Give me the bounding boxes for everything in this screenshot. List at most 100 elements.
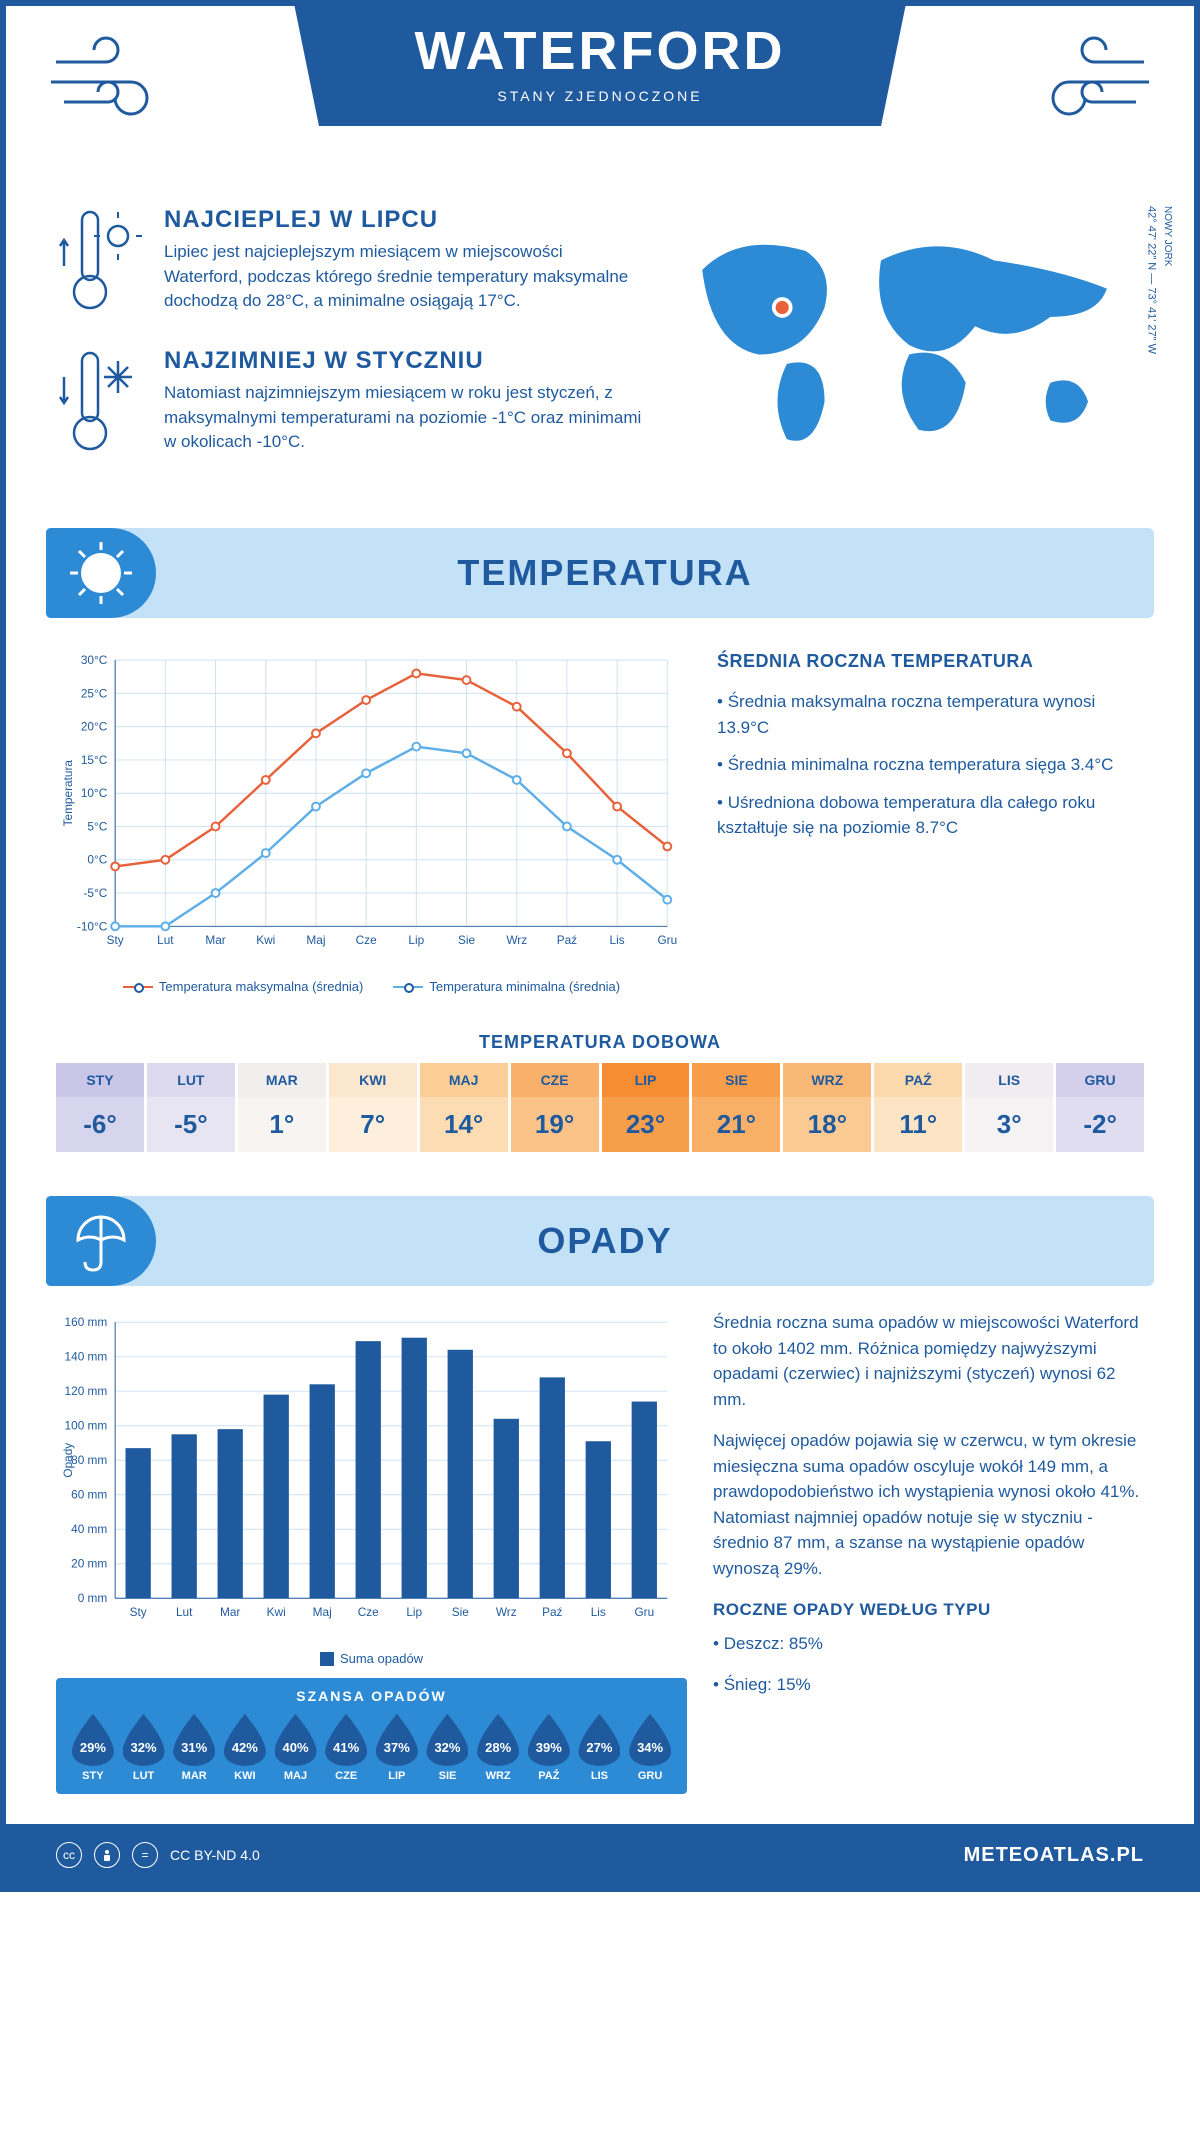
svg-text:Sie: Sie — [458, 933, 476, 947]
legend-max: Temperatura maksymalna (średnia) — [159, 979, 363, 994]
svg-text:Lut: Lut — [176, 1605, 193, 1619]
temp-bullet-3: • Uśredniona dobowa temperatura dla całe… — [717, 790, 1144, 841]
svg-text:Lip: Lip — [408, 933, 424, 947]
coldest-title: NAJZIMNIEJ W STYCZNIU — [164, 347, 644, 375]
umbrella-icon — [46, 1196, 156, 1286]
temp-col: MAJ 14° — [420, 1063, 508, 1152]
nd-icon: = — [132, 1842, 158, 1868]
svg-text:0°C: 0°C — [87, 853, 107, 867]
site-name: METEOATLAS.PL — [964, 1844, 1144, 1867]
svg-text:60 mm: 60 mm — [71, 1488, 107, 1502]
svg-text:30°C: 30°C — [81, 653, 108, 667]
precip-p2: Najwięcej opadów pojawia się w czerwcu, … — [713, 1428, 1144, 1581]
svg-text:Paź: Paź — [557, 933, 577, 947]
svg-text:Sty: Sty — [107, 933, 124, 947]
svg-text:25°C: 25°C — [81, 686, 108, 700]
svg-text:-10°C: -10°C — [77, 919, 108, 933]
svg-text:40 mm: 40 mm — [71, 1522, 107, 1536]
svg-text:Paź: Paź — [542, 1605, 562, 1619]
temp-col: LUT -5° — [147, 1063, 235, 1152]
svg-text:Lut: Lut — [157, 933, 174, 947]
svg-text:15°C: 15°C — [81, 753, 108, 767]
chance-drop: 32%SIE — [423, 1714, 473, 1782]
precip-legend: Suma opadów — [56, 1651, 687, 1666]
infographic-page: WATERFORD STANY ZJEDNOCZONE NAJCIEPLEJ W… — [0, 0, 1200, 1892]
svg-text:Gru: Gru — [634, 1605, 654, 1619]
svg-text:Gru: Gru — [657, 933, 677, 947]
svg-text:20°C: 20°C — [81, 720, 108, 734]
svg-text:Kwi: Kwi — [256, 933, 275, 947]
svg-text:140 mm: 140 mm — [65, 1350, 108, 1364]
facts-column: NAJCIEPLEJ W LIPCU Lipiec jest najcieple… — [56, 206, 644, 488]
temperature-heading: TEMPERATURA — [166, 552, 1154, 594]
precip-snow: • Śnieg: 15% — [713, 1672, 1144, 1698]
svg-text:Mar: Mar — [220, 1605, 240, 1619]
svg-text:Cze: Cze — [356, 933, 377, 947]
svg-text:Lis: Lis — [610, 933, 625, 947]
svg-text:Mar: Mar — [205, 933, 225, 947]
temp-col: MAR 1° — [238, 1063, 326, 1152]
svg-text:Sie: Sie — [452, 1605, 470, 1619]
coldest-text: Natomiast najzimniejszym miesiącem w rok… — [164, 381, 644, 455]
svg-text:Sty: Sty — [130, 1605, 147, 1619]
precip-row: 0 mm20 mm40 mm60 mm80 mm100 mm120 mm140 … — [6, 1286, 1194, 1814]
cc-icon: cc — [56, 1842, 82, 1868]
temp-col: CZE 19° — [511, 1063, 599, 1152]
svg-text:Kwi: Kwi — [267, 1605, 286, 1619]
temp-col: WRZ 18° — [783, 1063, 871, 1152]
section-header-precip: OPADY — [46, 1196, 1154, 1286]
chance-drop: 32%LUT — [119, 1714, 169, 1782]
temp-side-heading: ŚREDNIA ROCZNA TEMPERATURA — [717, 648, 1144, 675]
chance-drop: 41%CZE — [321, 1714, 371, 1782]
chance-drop: 39%PAŹ — [524, 1714, 574, 1782]
temp-col: LIS 3° — [965, 1063, 1053, 1152]
wind-icon-left — [46, 32, 166, 127]
license-text: CC BY-ND 4.0 — [170, 1847, 260, 1863]
chance-drop: 29%STY — [68, 1714, 118, 1782]
svg-text:Lip: Lip — [406, 1605, 422, 1619]
svg-text:Cze: Cze — [358, 1605, 379, 1619]
thermometer-hot-icon — [56, 206, 146, 321]
precip-heading: OPADY — [166, 1220, 1154, 1262]
temp-col: PAŹ 11° — [874, 1063, 962, 1152]
svg-text:10°C: 10°C — [81, 786, 108, 800]
temp-col: KWI 7° — [329, 1063, 417, 1152]
chance-drop: 40%MAJ — [271, 1714, 321, 1782]
state-name: NOWY JORK — [1162, 206, 1173, 266]
daily-temp-title: TEMPERATURA DOBOWA — [6, 1032, 1194, 1053]
svg-text:5°C: 5°C — [87, 819, 107, 833]
legend-min: Temperatura minimalna (średnia) — [429, 979, 620, 994]
wind-icon-right — [1034, 32, 1154, 127]
temperature-summary: ŚREDNIA ROCZNA TEMPERATURA • Średnia mak… — [717, 648, 1144, 994]
coordinates-label: NOWY JORK 42° 47' 22" N — 73° 41' 27" W — [1143, 206, 1174, 354]
temperature-legend: Temperatura maksymalna (średnia) Tempera… — [56, 979, 687, 994]
chance-box: SZANSA OPADÓW 29%STY 32%LUT 31%MAR 42%KW… — [56, 1678, 687, 1794]
svg-text:160 mm: 160 mm — [65, 1315, 108, 1329]
svg-text:Wrz: Wrz — [506, 933, 527, 947]
by-icon — [94, 1842, 120, 1868]
svg-text:20 mm: 20 mm — [71, 1557, 107, 1571]
world-map: NOWY JORK 42° 47' 22" N — 73° 41' 27" W — [674, 206, 1144, 488]
chance-drop: 42%KWI — [220, 1714, 270, 1782]
svg-text:0 mm: 0 mm — [78, 1591, 108, 1605]
title-banner: WATERFORD STANY ZJEDNOCZONE — [295, 6, 906, 126]
temp-col: GRU -2° — [1056, 1063, 1144, 1152]
warmest-title: NAJCIEPLEJ W LIPCU — [164, 206, 644, 234]
chance-drop: 31%MAR — [169, 1714, 219, 1782]
legend-precip: Suma opadów — [340, 1651, 423, 1666]
temp-col: STY -6° — [56, 1063, 144, 1152]
precip-p1: Średnia roczna suma opadów w miejscowośc… — [713, 1310, 1144, 1412]
temp-bullet-1: • Średnia maksymalna roczna temperatura … — [717, 689, 1144, 740]
precip-chart: 0 mm20 mm40 mm60 mm80 mm100 mm120 mm140 … — [56, 1310, 687, 1666]
temp-col: LIP 23° — [602, 1063, 690, 1152]
coldest-fact: NAJZIMNIEJ W STYCZNIU Natomiast najzimni… — [56, 347, 644, 462]
svg-text:Wrz: Wrz — [496, 1605, 517, 1619]
temperature-chart: -10°C-5°C0°C5°C10°C15°C20°C25°C30°CStyLu… — [56, 648, 687, 994]
temp-bullet-2: • Średnia minimalna roczna temperatura s… — [717, 752, 1144, 778]
precip-summary: Średnia roczna suma opadów w miejscowośc… — [713, 1310, 1144, 1794]
coords-text: 42° 47' 22" N — 73° 41' 27" W — [1146, 206, 1158, 354]
svg-text:Maj: Maj — [306, 933, 325, 947]
svg-text:80 mm: 80 mm — [71, 1453, 107, 1467]
country-subtitle: STANY ZJEDNOCZONE — [415, 88, 786, 104]
chance-drop: 37%LIP — [372, 1714, 422, 1782]
